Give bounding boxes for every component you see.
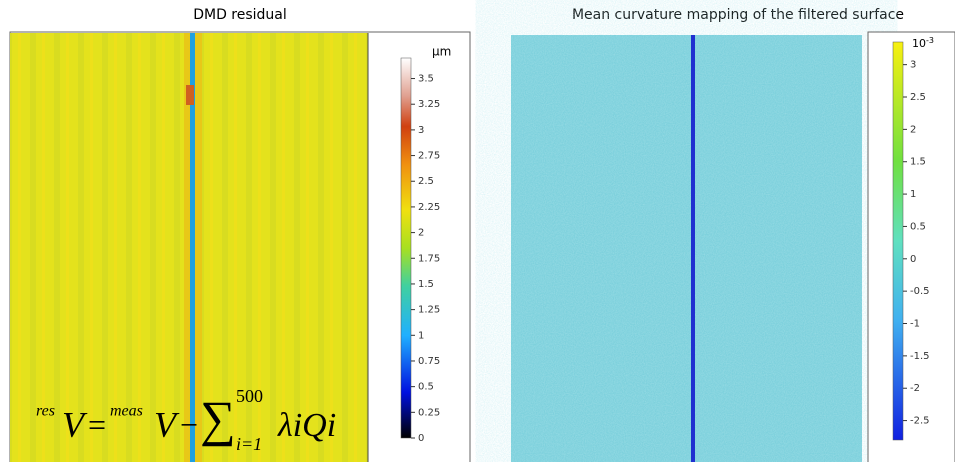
colorbar-tick-label: 0.75 bbox=[418, 356, 440, 367]
colorbar-tick-label: 3 bbox=[418, 125, 424, 136]
colorbar-tick-label: -1 bbox=[910, 319, 920, 330]
panel-frame bbox=[867, 31, 955, 465]
colorbar-tick-label: 1 bbox=[418, 330, 424, 341]
colorbar-tick-label: 2.5 bbox=[910, 92, 926, 103]
colorbar-tick-label: -1.5 bbox=[910, 351, 930, 362]
colorbar-tick-label: 2 bbox=[418, 228, 424, 239]
colorbar-tick-label: -0.5 bbox=[910, 286, 930, 297]
unit-exponent: -3 bbox=[926, 36, 934, 45]
colorbar-tick-label: -2 bbox=[910, 383, 920, 394]
colorbar-unit: 10-3 bbox=[912, 36, 934, 51]
colorbar-tick-label: 0 bbox=[418, 433, 424, 444]
panel-title: Mean curvature mapping of the filtered s… bbox=[572, 7, 904, 23]
formula-part: ∑ bbox=[200, 390, 236, 446]
formula-part: − bbox=[180, 406, 198, 442]
colorbar-tick-label: 1.75 bbox=[418, 253, 440, 264]
colorbar-unit: µm bbox=[432, 45, 451, 59]
unit-base: 10 bbox=[912, 37, 926, 50]
colorbar-tick-label: -2.5 bbox=[910, 416, 930, 427]
colorbar-tick-label: 0.5 bbox=[910, 221, 926, 232]
formula-part: = bbox=[88, 406, 106, 442]
colorbar bbox=[892, 41, 904, 441]
feature bbox=[691, 35, 695, 462]
formula-part: i=1 bbox=[236, 434, 262, 454]
colorbar-tick-label: 3.5 bbox=[418, 74, 434, 85]
colorbar-tick-label: 1.25 bbox=[418, 305, 440, 316]
panel-title: DMD residual bbox=[193, 7, 287, 23]
colorbar-tick-label: 2.5 bbox=[418, 176, 434, 187]
colorbar-tick-label: 0.25 bbox=[418, 407, 440, 418]
colorbar bbox=[400, 57, 412, 439]
colorbar-tick-label: 2 bbox=[910, 124, 916, 135]
colorbar-tick-label: 3 bbox=[910, 60, 916, 71]
colorbar-tick-label: 2.75 bbox=[418, 151, 440, 162]
formula-part: V bbox=[154, 404, 180, 444]
formula-part: res bbox=[36, 403, 55, 420]
colorbar-tick-label: 1.5 bbox=[910, 157, 926, 168]
formula: res V = meas V − ∑ 500 i=1 λiQi bbox=[36, 386, 336, 454]
feature bbox=[190, 33, 195, 462]
colorbar-tick-label: 0.5 bbox=[418, 382, 434, 393]
feature bbox=[186, 85, 194, 105]
formula-part: V bbox=[62, 404, 88, 444]
colorbar-tick-label: 0 bbox=[910, 254, 916, 265]
colorbar-tick-label: 1 bbox=[910, 189, 916, 200]
formula-part: 500 bbox=[236, 386, 263, 406]
colorbar-tick-label: 3.25 bbox=[418, 99, 440, 110]
formula-part: λiQi bbox=[277, 407, 336, 444]
colorbar-tick-label: 1.5 bbox=[418, 279, 434, 290]
formula-part: meas bbox=[110, 403, 143, 420]
colorbar-tick-label: 2.25 bbox=[418, 202, 440, 213]
heatmap-noise bbox=[511, 35, 862, 462]
